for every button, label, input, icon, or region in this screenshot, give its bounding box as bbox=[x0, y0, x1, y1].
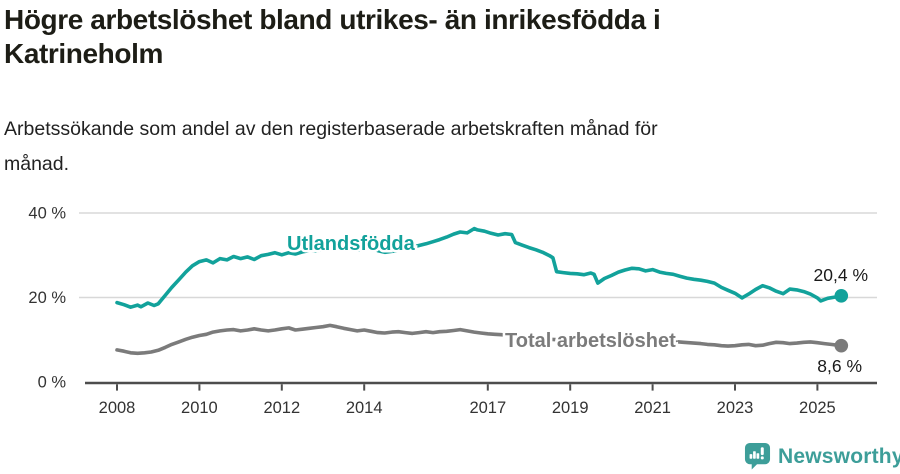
series-end-dot bbox=[834, 289, 849, 303]
newsworthy-logo-text: Newsworthy bbox=[778, 444, 900, 468]
x-tick-label: 2012 bbox=[263, 399, 300, 417]
series-line-total bbox=[115, 323, 844, 356]
y-tick-label: 40 % bbox=[28, 205, 66, 223]
x-tick-label: 2008 bbox=[99, 399, 136, 417]
x-tick-label: 2025 bbox=[799, 399, 836, 417]
series-end-dot bbox=[834, 338, 849, 353]
series-end-value-label: 20,4 % bbox=[814, 265, 868, 285]
x-tick-label: 2023 bbox=[717, 399, 754, 417]
y-tick-label: 20 % bbox=[28, 289, 66, 307]
series-label: Utlandsfödda bbox=[287, 233, 416, 255]
newsworthy-logo[interactable]: Newsworthy bbox=[744, 441, 900, 472]
series-label: Total arbetslöshet bbox=[505, 330, 676, 352]
x-tick-label: 2019 bbox=[552, 399, 589, 417]
x-tick-label: 2021 bbox=[634, 399, 671, 417]
x-tick-label: 2010 bbox=[181, 399, 218, 417]
newsworthy-bubble-chart-icon bbox=[744, 443, 771, 470]
x-tick-label: 2017 bbox=[469, 399, 506, 417]
x-tick-label: 2014 bbox=[346, 399, 383, 417]
series-line-utlandsfodda bbox=[115, 226, 844, 310]
chart-title: Högre arbetslöshet bland utrikes- än inr… bbox=[4, 4, 661, 69]
series-end-value-label: 8,6 % bbox=[817, 356, 862, 376]
chart-subtitle: Arbetssökande som andel av den registerb… bbox=[4, 118, 658, 175]
y-tick-label: 0 % bbox=[38, 374, 67, 392]
